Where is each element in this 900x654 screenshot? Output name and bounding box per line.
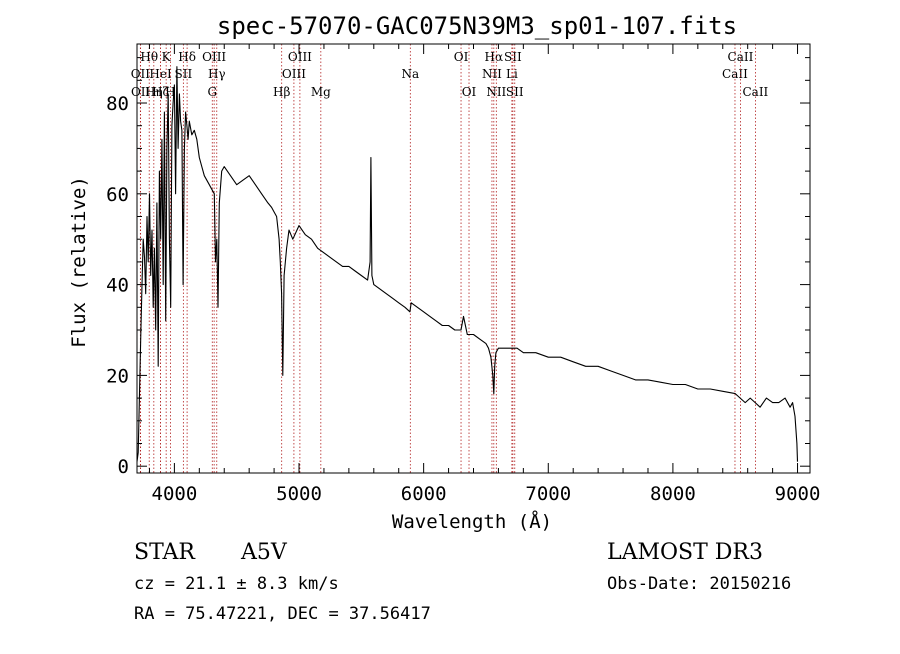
line-label: H bbox=[165, 85, 175, 99]
y-axis-ticks: 0 20 40 60 80 bbox=[106, 57, 810, 478]
line-label: OI bbox=[462, 85, 477, 99]
x-axis-ticks: 4000 5000 6000 7000 8000 9000 bbox=[148, 44, 821, 505]
x-tick-label: 9000 bbox=[775, 483, 821, 505]
line-label: CaII bbox=[742, 85, 768, 99]
line-label: Hγ bbox=[208, 67, 226, 81]
line-label: Hη bbox=[145, 85, 163, 99]
line-label: OI bbox=[454, 50, 469, 64]
line-label: SII bbox=[506, 85, 524, 99]
object-subclass: A5V bbox=[240, 540, 288, 565]
line-label: NII bbox=[486, 85, 506, 99]
chart-title: spec-57070-GAC075N39M3_sp01-107.fits bbox=[217, 12, 737, 40]
line-label: Hδ bbox=[178, 50, 196, 64]
x-tick-label: 6000 bbox=[401, 483, 447, 505]
y-tick-label: 40 bbox=[106, 275, 129, 297]
y-tick-label: 0 bbox=[118, 456, 129, 478]
survey-name: LAMOST DR3 bbox=[607, 540, 763, 565]
coordinates-text: RA = 75.47221, DEC = 37.56417 bbox=[134, 604, 431, 624]
line-label: Hα bbox=[485, 50, 504, 64]
line-label: Hθ bbox=[140, 50, 158, 64]
line-label: Hβ bbox=[273, 85, 290, 99]
line-label: OII bbox=[131, 85, 151, 99]
line-label: Hζ bbox=[152, 85, 169, 99]
line-label: OIII bbox=[288, 50, 312, 64]
x-axis-label: Wavelength (Å) bbox=[392, 510, 552, 533]
redshift-text: cz = 21.1 ± 8.3 km/s bbox=[134, 574, 339, 594]
line-label: K bbox=[162, 50, 172, 64]
x-tick-label: 7000 bbox=[525, 483, 571, 505]
x-tick-label: 4000 bbox=[152, 483, 198, 505]
x-tick-label: 5000 bbox=[276, 483, 322, 505]
line-label: CaII bbox=[722, 67, 748, 81]
line-label: SII bbox=[175, 67, 193, 81]
object-class: STAR bbox=[134, 540, 196, 565]
obs-date-text: Obs-Date: 20150216 bbox=[607, 574, 791, 594]
line-label: Mg bbox=[311, 85, 331, 99]
line-label: Li bbox=[506, 67, 518, 81]
line-label: OIII bbox=[282, 67, 306, 81]
spectrum-series bbox=[136, 66, 799, 462]
y-tick-label: 20 bbox=[106, 365, 129, 387]
line-label: HeI bbox=[149, 67, 172, 81]
y-axis-label: Flux (relative) bbox=[68, 176, 90, 348]
line-label: CaII bbox=[728, 50, 754, 64]
line-label: G bbox=[207, 85, 217, 99]
spectrum-line bbox=[136, 66, 799, 462]
line-label: OII bbox=[131, 67, 151, 81]
x-tick-label: 8000 bbox=[650, 483, 696, 505]
y-tick-label: 80 bbox=[106, 93, 129, 115]
line-label: SII bbox=[504, 50, 522, 64]
y-tick-label: 60 bbox=[106, 184, 129, 206]
line-label: Na bbox=[401, 67, 419, 81]
line-label: OIII bbox=[202, 50, 226, 64]
plot-frame bbox=[136, 43, 811, 474]
line-label: NII bbox=[482, 67, 502, 81]
